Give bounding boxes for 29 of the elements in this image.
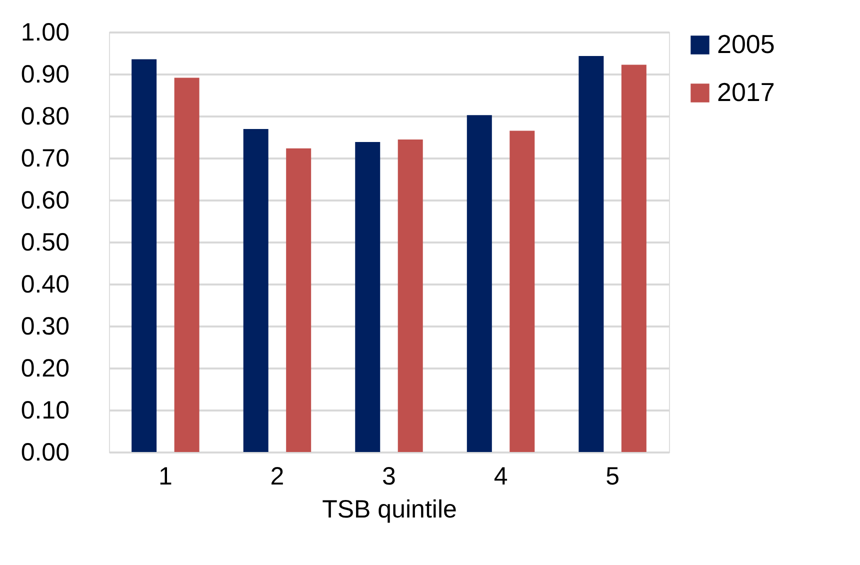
x-tick-label: 2 bbox=[270, 462, 284, 490]
y-tick-label: 0.20 bbox=[20, 354, 70, 382]
y-tick-label: 0.40 bbox=[20, 270, 70, 298]
legend-label: 2017 bbox=[717, 77, 775, 107]
y-tick-label: 0.50 bbox=[20, 228, 70, 256]
bar bbox=[578, 56, 604, 452]
y-tick-label: 0.00 bbox=[20, 438, 70, 466]
bar bbox=[355, 142, 380, 452]
y-tick-label: 0.30 bbox=[20, 312, 70, 340]
y-tick-label: 0.60 bbox=[20, 186, 70, 214]
y-tick-label: 0.80 bbox=[20, 102, 70, 130]
y-tick-label: 1.00 bbox=[20, 18, 70, 46]
y-tick-label: 0.90 bbox=[20, 60, 70, 88]
x-tick-label: 4 bbox=[494, 462, 508, 490]
x-axis-title: TSB quintile bbox=[322, 496, 457, 524]
x-tick-label: 1 bbox=[158, 462, 172, 490]
legend-label: 2005 bbox=[717, 29, 775, 59]
bar bbox=[510, 130, 535, 452]
bar bbox=[243, 129, 268, 452]
bar bbox=[621, 64, 646, 452]
bar bbox=[398, 140, 423, 452]
bar bbox=[174, 78, 200, 452]
y-tick-label: 0.10 bbox=[20, 396, 70, 424]
x-tick-label: 5 bbox=[606, 462, 620, 490]
bar bbox=[286, 148, 312, 452]
bar bbox=[132, 59, 157, 452]
x-tick-label: 3 bbox=[382, 462, 396, 490]
bar bbox=[466, 115, 492, 452]
y-tick-label: 0.70 bbox=[20, 144, 70, 172]
